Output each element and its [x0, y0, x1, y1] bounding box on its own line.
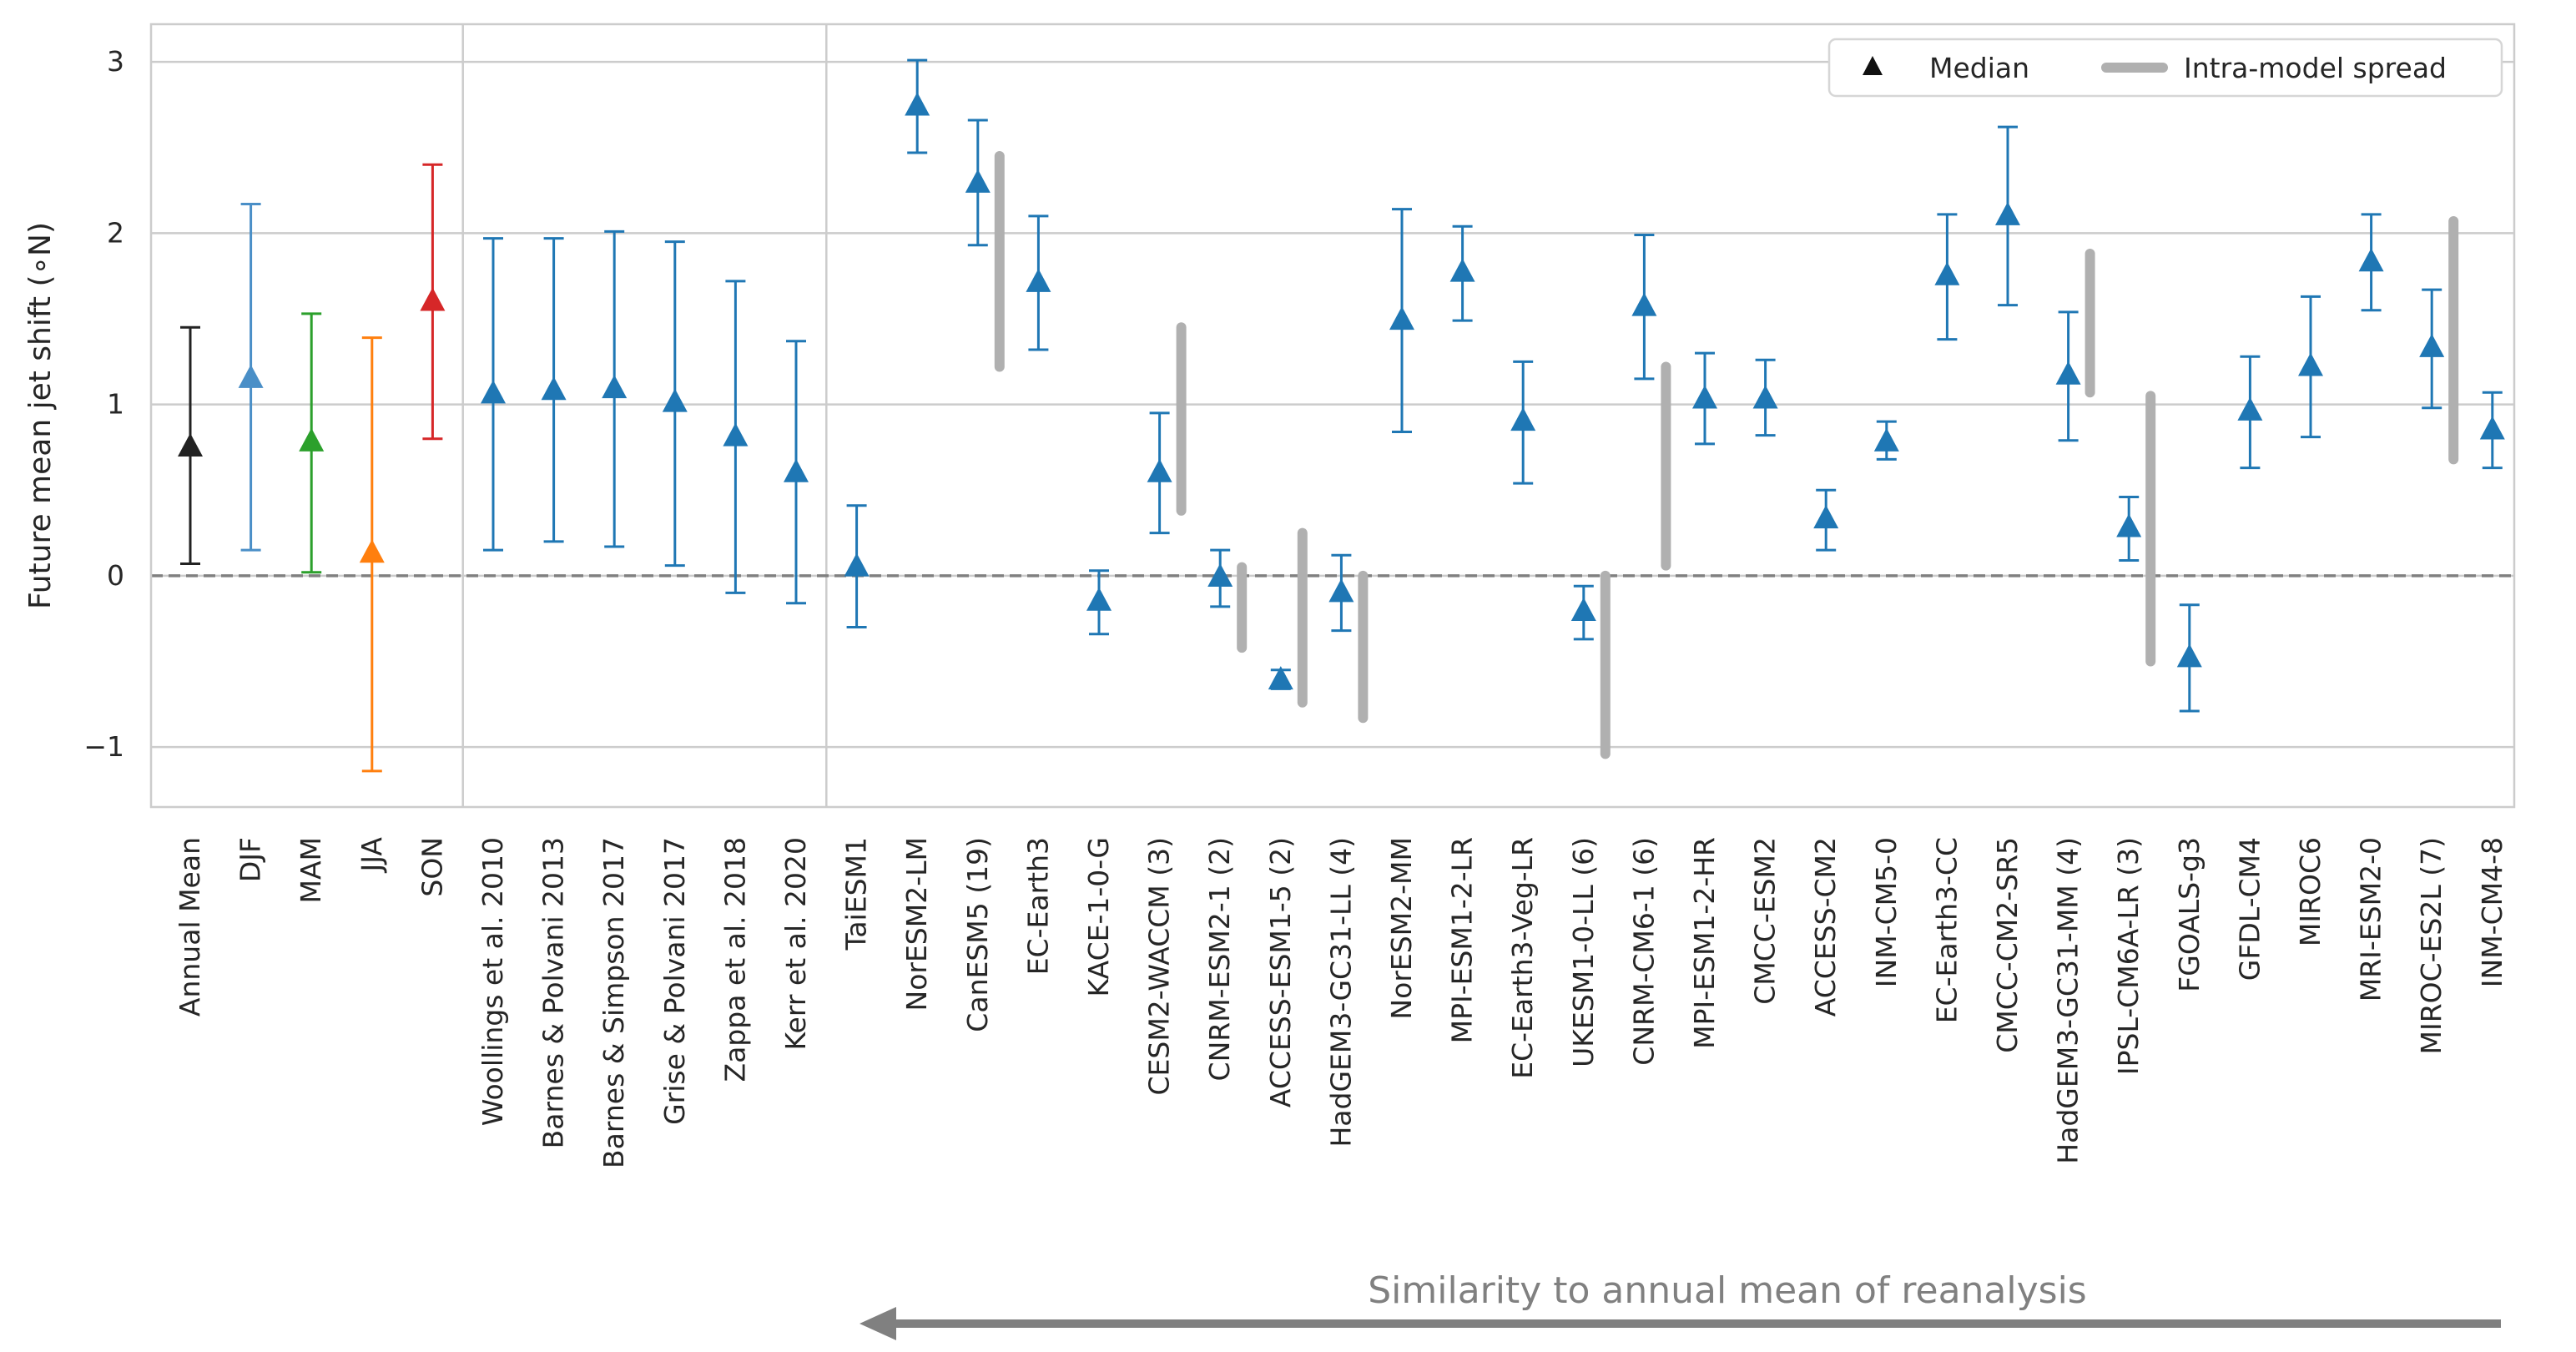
- intra-model-spreads: [994, 151, 2459, 759]
- data-marks: [178, 58, 2505, 773]
- x-tick-label: MIROC-ES2L (7): [2415, 837, 2447, 1054]
- median-marker: [905, 92, 930, 116]
- median-marker: [1147, 458, 1172, 482]
- y-tick-label: 3: [107, 45, 124, 78]
- median-marker: [662, 388, 688, 412]
- median-marker: [238, 364, 264, 388]
- x-tick-label: MIROC6: [2294, 837, 2326, 946]
- legend-median-marker: [1863, 56, 1883, 75]
- axes: −1 0 1 2 3 Future mean jet shift (∘N) Annual M…: [23, 23, 2516, 1168]
- x-tick-label: CESM2-WACCM (3): [1143, 837, 1176, 1096]
- x-tick-label: MPI-ESM1-2-LR: [1446, 837, 1479, 1043]
- x-tick-label: TaiESM1: [840, 837, 873, 951]
- median-marker: [784, 458, 809, 482]
- median-marker: [965, 169, 991, 193]
- x-tick-label: MAM: [295, 837, 327, 904]
- median-marker: [2419, 333, 2445, 357]
- x-tick-label: IPSL-CM6A-LR (3): [2112, 837, 2145, 1075]
- x-tick-label: UKESM1-0-LL (6): [1567, 837, 1600, 1067]
- median-marker: [723, 422, 749, 446]
- median-marker: [1268, 666, 1293, 690]
- median-marker: [1934, 261, 1960, 285]
- median-marker: [481, 380, 506, 404]
- median-marker: [1026, 268, 1051, 292]
- x-tick-label: Barnes & Simpson 2017: [597, 837, 630, 1168]
- x-tick-label: Annual Mean: [174, 837, 206, 1017]
- median-marker: [541, 376, 567, 401]
- median-marker: [844, 552, 870, 577]
- median-marker: [602, 375, 628, 399]
- y-tick-label: 0: [107, 559, 124, 592]
- x-tick-label: EC-Earth3-CC: [1930, 837, 1963, 1023]
- x-tick-label: Barnes & Polvani 2013: [537, 837, 570, 1148]
- x-tick-label: NorESM2-LM: [900, 837, 933, 1011]
- x-tick-label: MPI-ESM1-2-HR: [1688, 837, 1721, 1049]
- median-marker: [1813, 505, 1839, 529]
- x-tick-label: CMCC-ESM2: [1749, 837, 1782, 1005]
- x-tick-label: GFDL-CM4: [2233, 837, 2266, 981]
- group-separators: [461, 24, 828, 807]
- x-tick-label: EC-Earth3-Veg-LR: [1506, 837, 1539, 1079]
- x-tick-label: Grise & Polvani 2017: [658, 837, 691, 1125]
- median-marker: [299, 427, 325, 452]
- median-marker: [1086, 587, 1112, 611]
- x-tick-label: Woollings et al. 2010: [476, 837, 509, 1126]
- x-tick-label: INM-CM4-8: [2476, 837, 2508, 987]
- plot-frame: [149, 23, 2516, 809]
- x-tick-label: Zappa et al. 2018: [718, 837, 751, 1082]
- median-marker: [178, 432, 203, 457]
- median-marker: [2237, 396, 2263, 421]
- x-tick-label: Kerr et al. 2020: [779, 837, 812, 1050]
- x-tick-label: HadGEM3-GC31-MM (4): [2052, 837, 2084, 1164]
- median-marker: [1510, 407, 1536, 431]
- median-marker: [1752, 385, 1778, 409]
- median-marker: [1570, 598, 1596, 622]
- legend-label: Median: [1929, 52, 2029, 84]
- legend-label: Intra-model spread: [2184, 52, 2447, 84]
- y-tick-label: 1: [107, 388, 124, 421]
- median-marker: [1692, 385, 1717, 409]
- annotation-text: Similarity to annual mean of reanalysis: [1368, 1269, 2086, 1312]
- annotation: Similarity to annual mean of reanalysis: [860, 1269, 2501, 1340]
- median-marker: [1449, 258, 1475, 282]
- median-marker: [420, 287, 446, 311]
- x-tick-label: ACCESS-ESM1-5 (2): [1264, 837, 1297, 1107]
- median-marker: [1389, 306, 1414, 330]
- x-tick-label: HadGEM3-GC31-LL (4): [1324, 837, 1357, 1148]
- x-tick-label: CNRM-ESM2-1 (2): [1203, 837, 1236, 1081]
- x-tick-label: JJA: [355, 837, 388, 874]
- x-tick-label: DJF: [234, 837, 267, 882]
- median-marker: [2176, 643, 2202, 668]
- x-tick-label: FGOALS-g3: [2173, 837, 2205, 992]
- median-marker: [359, 539, 385, 563]
- median-marker: [2055, 361, 2081, 385]
- annotation-arrow-head: [860, 1307, 896, 1340]
- x-tick-label: EC-Earth3: [1021, 837, 1054, 975]
- legend: Median Intra-model spread: [1827, 38, 2503, 98]
- median-marker: [1995, 201, 2020, 225]
- x-tick-label: CanESM5 (19): [961, 837, 994, 1032]
- x-tick-label: MRI-ESM2-0: [2355, 837, 2387, 1001]
- x-tick-label: SON: [416, 837, 448, 897]
- median-marker: [2298, 352, 2323, 376]
- median-marker: [2116, 513, 2142, 537]
- x-tick-label: CMCC-CM2-SR5: [1991, 837, 2024, 1053]
- median-marker: [1873, 427, 1899, 452]
- y-tick-label: 2: [107, 216, 124, 249]
- x-tick-label: ACCESS-CM2: [1809, 837, 1842, 1017]
- y-axis-label: Future mean jet shift (∘N): [23, 222, 58, 609]
- median-marker: [1631, 292, 1657, 316]
- median-marker: [2358, 248, 2384, 272]
- x-tick-label: CNRM-CM6-1 (6): [1627, 837, 1660, 1066]
- x-tick-label: KACE-1-0-G: [1082, 837, 1115, 996]
- median-marker: [1328, 578, 1354, 603]
- median-marker: [1207, 562, 1233, 587]
- x-tick-label: INM-CM5-0: [1870, 837, 1903, 987]
- median-marker: [2479, 416, 2505, 440]
- x-tick-label: NorESM2-MM: [1385, 837, 1418, 1020]
- y-tick-label: −1: [83, 730, 124, 763]
